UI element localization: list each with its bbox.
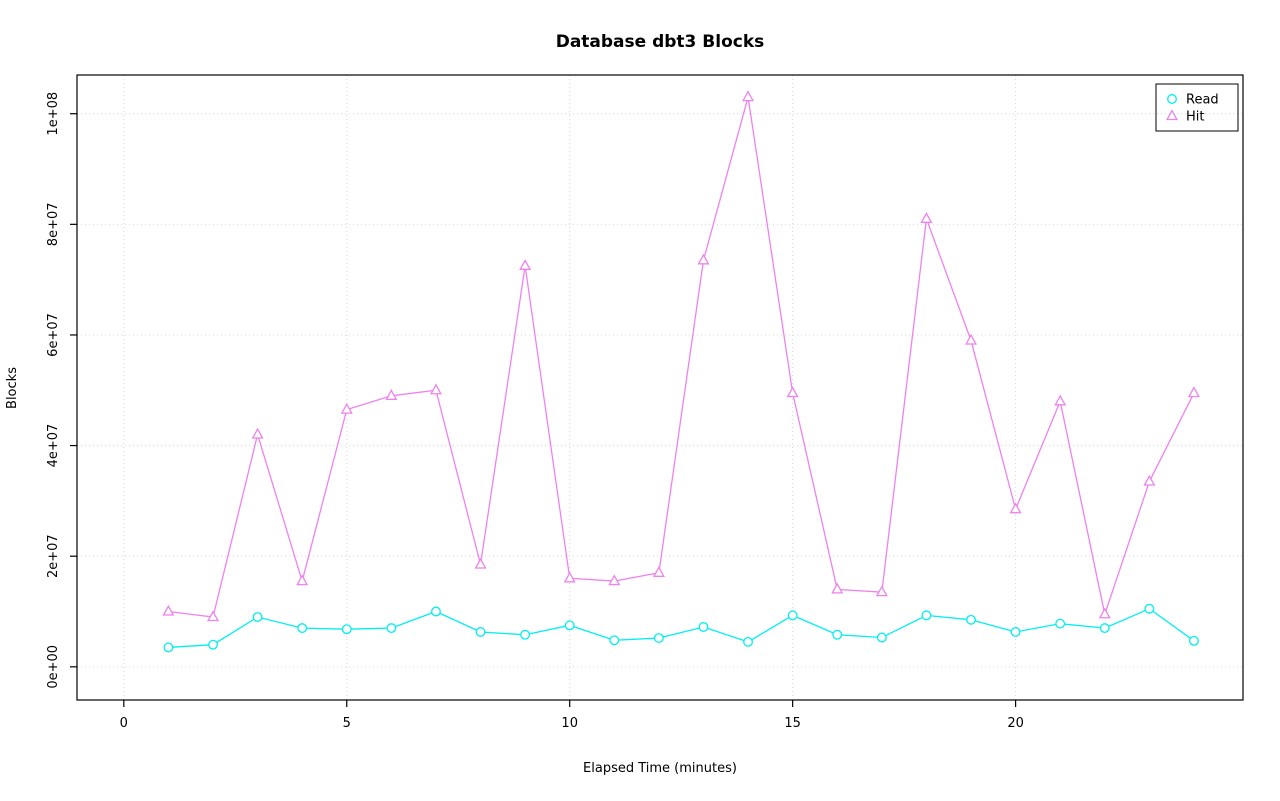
x-tick-label: 5 — [343, 716, 351, 731]
x-tick-label: 20 — [1007, 716, 1024, 731]
legend-label-hit: Hit — [1186, 110, 1204, 125]
hit-marker-triangle — [742, 90, 755, 102]
y-tick-label: 8e+07 — [46, 202, 61, 246]
read-marker-circle — [386, 623, 397, 634]
read-marker-circle — [832, 629, 843, 640]
legend: Read Hit — [1155, 83, 1239, 132]
read-marker-circle — [520, 629, 531, 640]
hit-marker-triangle — [875, 585, 888, 597]
read-marker-circle — [341, 624, 352, 635]
chart-title: Database dbt3 Blocks — [556, 32, 765, 52]
read-marker-circle — [564, 620, 575, 631]
series-line-read — [168, 607, 1195, 649]
x-tick-label: 10 — [561, 716, 578, 731]
hit-marker-triangle — [340, 402, 353, 414]
hit-marker-triangle — [206, 610, 219, 622]
hit-marker-triangle — [251, 427, 264, 439]
legend-box — [1155, 83, 1239, 132]
x-tick-label: 0 — [120, 716, 128, 731]
read-marker-circle — [609, 635, 620, 646]
y-tick-label: 4e+07 — [46, 424, 61, 468]
hit-marker-triangle — [429, 383, 442, 395]
hit-marker-triangle — [296, 574, 309, 586]
hit-marker-triangle — [697, 253, 710, 265]
hit-marker-triangle — [1143, 474, 1156, 486]
hit-marker-triangle — [965, 333, 978, 345]
y-tick-label: 2e+07 — [46, 534, 61, 578]
gridlines — [77, 75, 1243, 700]
read-marker-circle — [1167, 94, 1177, 104]
hit-marker-triangle — [786, 386, 799, 398]
x-axis-label: Elapsed Time (minutes) — [583, 761, 737, 776]
hit-marker-triangle — [1187, 386, 1200, 398]
read-marker-circle — [966, 614, 976, 625]
x-tick-label: 15 — [784, 716, 801, 731]
axes: 0 5 10 15 20 0e+00 2e+07 4e+07 6e+07 8e+07 1e+08 — [46, 74, 1244, 731]
read-marker-circle — [921, 610, 932, 621]
hit-marker-triangle — [1054, 394, 1067, 406]
read-marker-circle — [208, 639, 218, 650]
read-marker-circle — [1189, 635, 1199, 646]
read-marker-circle — [297, 623, 308, 634]
hit-marker-triangle — [162, 604, 175, 616]
legend-label-read: Read — [1186, 93, 1219, 108]
read-marker-circle — [1099, 623, 1110, 634]
hit-marker-triangle — [474, 557, 487, 569]
read-marker-circle — [1055, 618, 1066, 629]
read-marker-circle — [743, 636, 754, 647]
hit-marker-triangle — [608, 574, 621, 586]
read-marker-circle — [252, 612, 263, 622]
y-tick-label: 0e+00 — [46, 645, 61, 689]
hit-marker-triangle — [831, 582, 844, 594]
read-marker-circle — [876, 632, 887, 643]
y-tick-label: 1e+08 — [46, 92, 61, 136]
hit-marker-triangle — [1009, 502, 1022, 514]
plot-border — [76, 74, 1244, 701]
read-marker-circle — [1010, 627, 1021, 637]
hit-marker-triangle — [519, 259, 532, 270]
read-marker-circle — [787, 610, 798, 621]
read-marker-circle — [163, 642, 174, 653]
hit-marker-triangle — [1166, 109, 1178, 121]
series-line-hit — [168, 96, 1195, 618]
hit-marker-triangle — [920, 212, 933, 223]
read-marker-circle — [475, 627, 486, 637]
y-axis-label: Blocks — [5, 367, 20, 409]
read-marker-circle — [1144, 603, 1155, 614]
y-tick-label: 6e+07 — [46, 313, 61, 357]
read-marker-circle — [653, 633, 664, 644]
read-marker-circle — [698, 622, 709, 632]
data-series — [162, 90, 1200, 653]
hit-marker-triangle — [1098, 607, 1111, 619]
read-marker-circle — [430, 606, 441, 617]
hit-marker-triangle — [652, 566, 665, 577]
hit-marker-triangle — [563, 571, 576, 583]
hit-marker-triangle — [385, 389, 398, 400]
